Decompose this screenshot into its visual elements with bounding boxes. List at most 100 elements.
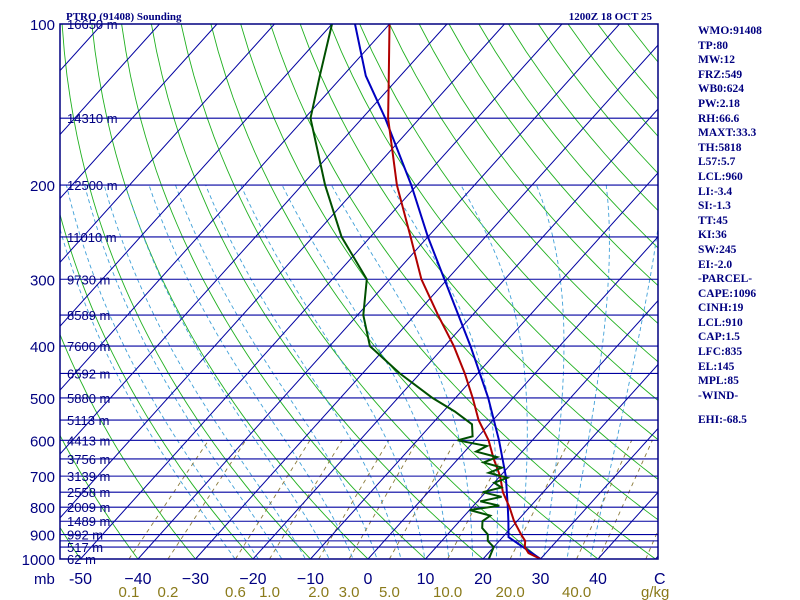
isotherm: [310, 172, 658, 559]
mixing-ratio-tick-label: 0.1: [119, 584, 140, 600]
pressure-label: 700: [30, 469, 55, 486]
mixing-ratio-tick-label: 2.0: [308, 584, 329, 600]
mixing-ratio-tick-label: 40.0: [562, 584, 591, 600]
pressure-label: 900: [30, 528, 55, 545]
mixing-ratio-line: [318, 440, 390, 559]
mixing-ratio-line: [389, 440, 457, 559]
height-label: 517 m: [67, 540, 103, 555]
moist-adiabat: [536, 184, 565, 559]
dry-adiabats: [0, 24, 658, 570]
height-label: 11010 m: [67, 230, 117, 245]
temperature-unit-label: C: [654, 571, 666, 588]
index-rh: RH:66.6: [698, 112, 740, 125]
pressure-label: 1000: [22, 552, 55, 569]
height-label: 12500 m: [67, 178, 118, 193]
index-tt: TT:45: [698, 214, 728, 227]
dry-adiabat: [61, 24, 312, 559]
dry-adiabat: [329, 24, 658, 441]
height-label: 5880 m: [67, 391, 110, 406]
height-label: 1489 m: [67, 514, 110, 529]
moist-adiabat: [205, 184, 402, 559]
mixing-ratio-unit-label: g/kg: [641, 584, 669, 600]
dry-adiabat: [389, 24, 658, 363]
height-label: 4413 m: [67, 433, 110, 448]
index-si: SI:-1.3: [698, 200, 731, 213]
moist-adiabat: [125, 184, 330, 559]
height-label: 2009 m: [67, 500, 110, 515]
mixing-ratio-tick-label: 10.0: [433, 584, 462, 600]
height-label: 14310 m: [67, 111, 118, 126]
dry-adiabat: [60, 333, 197, 559]
dry-adiabat: [210, 24, 599, 559]
dry-adiabat: [240, 24, 657, 559]
pressure-label: 200: [30, 178, 55, 195]
temperature-labels: -50 −40 −30 −20 −10 0 10 20 30 40: [69, 571, 607, 588]
dewpoint-trace: [309, 24, 511, 559]
height-label: 8589 m: [67, 308, 110, 323]
height-label: 5113 m: [67, 413, 109, 428]
index-frz: FRZ:549: [698, 68, 743, 81]
index-ki: KI:36: [698, 229, 727, 242]
pressure-labels: 100 200 300 400 500 600 700 800 900 1000: [22, 17, 55, 569]
temperature-tick-label: −10: [297, 571, 324, 588]
isotherm: [367, 236, 658, 559]
moist-adiabat: [589, 224, 658, 559]
dry-adiabat: [150, 24, 484, 559]
isotherm: [60, 24, 390, 391]
dry-adiabat: [0, 24, 30, 570]
dry-adiabat: [121, 24, 427, 559]
mixing-ratio-tick-label: 0.2: [158, 584, 179, 600]
index-ehi: EHI:-68.5: [698, 414, 747, 427]
isotherm: [195, 44, 658, 559]
index-l57: L57:5.7: [698, 156, 736, 169]
height-label: 16650 m: [67, 17, 118, 32]
mixing-ratio-line: [348, 440, 419, 559]
mixing-ratio-line: [509, 440, 570, 559]
isotherm: [252, 108, 658, 559]
index-cape: CAPE:1096: [698, 287, 757, 300]
index-cap: CAP:1.5: [698, 331, 740, 344]
height-label: 62 m: [67, 552, 96, 567]
mixing-ratio-line: [693, 440, 740, 559]
temperature-tick-label: 0: [364, 571, 373, 588]
temperature-tick-label: −40: [124, 571, 151, 588]
pressure-label: 300: [30, 272, 55, 289]
moist-adiabat: [390, 184, 498, 559]
index-sw: SW:245: [698, 243, 737, 256]
index-cinh: CINH:19: [698, 302, 744, 315]
moist-adiabat: [281, 184, 450, 559]
mixing-ratio-line: [576, 440, 633, 559]
temperature-tick-label: −30: [182, 571, 209, 588]
pressure-label: 800: [30, 500, 55, 517]
height-labels: 16650 m 14310 m 12500 m 11010 m 9730 m 8589 m…: [67, 17, 118, 567]
index-lcl-sfc: LCL:960: [698, 170, 743, 183]
parcel-header: -PARCEL-: [698, 273, 753, 286]
indices-spacer: [698, 403, 798, 413]
height-label: 2558 m: [67, 485, 110, 500]
height-label: 9730 m: [67, 272, 110, 287]
isobars: [60, 24, 658, 559]
isotherm: [60, 24, 448, 455]
pressure-label: 100: [30, 17, 55, 34]
pressure-axis-label: mb: [34, 571, 55, 588]
index-th: TH:5818: [698, 141, 742, 154]
mixing-ratio-tick-label: 20.0: [496, 584, 525, 600]
height-label: 3139 m: [67, 469, 110, 484]
isotherm: [60, 24, 275, 264]
temperature-tick-label: 40: [589, 571, 607, 588]
index-li: LI:-3.4: [698, 185, 733, 198]
mixing-ratio-tick-label: 0.6: [225, 584, 246, 600]
isotherm: [60, 24, 505, 519]
height-label: 7600 m: [67, 339, 110, 354]
temperature-tick-label: −20: [239, 571, 266, 588]
moist-adiabat: [148, 184, 354, 559]
index-wb0: WB0:624: [698, 83, 744, 96]
dry-adiabat: [359, 24, 658, 402]
isotherm: [60, 24, 218, 200]
moist-adiabat: [566, 185, 610, 559]
moist-adiabats: [60, 184, 658, 559]
index-ei: EI:-2.0: [698, 258, 733, 271]
moist-adiabat: [240, 184, 426, 559]
mixing-ratio-line: [598, 440, 653, 559]
